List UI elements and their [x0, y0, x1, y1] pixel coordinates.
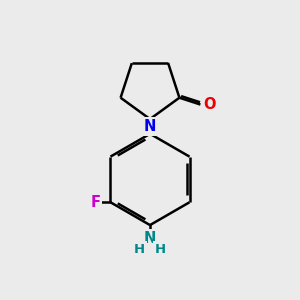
- Text: N: N: [144, 119, 156, 134]
- Text: H: H: [155, 243, 166, 256]
- Text: O: O: [203, 97, 216, 112]
- Text: F: F: [90, 195, 100, 210]
- Text: H: H: [134, 243, 145, 256]
- Text: N: N: [144, 231, 156, 246]
